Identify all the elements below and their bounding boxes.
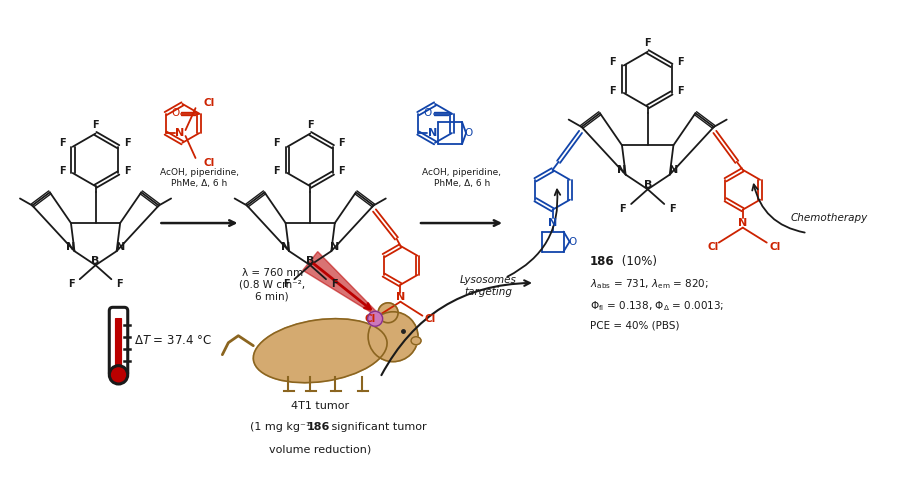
Text: F: F — [670, 204, 676, 214]
Text: Cl: Cl — [203, 158, 215, 168]
Text: N: N — [738, 218, 747, 227]
Text: N: N — [617, 165, 626, 175]
Text: F: F — [58, 138, 66, 148]
Text: Cl: Cl — [425, 313, 436, 324]
Text: significant tumor: significant tumor — [328, 423, 427, 432]
Text: F: F — [619, 204, 626, 214]
Text: F: F — [307, 120, 313, 130]
Text: B: B — [644, 180, 652, 190]
Text: N: N — [669, 165, 678, 175]
Text: 186: 186 — [306, 423, 329, 432]
Text: (1 mg kg⁻¹: (1 mg kg⁻¹ — [250, 423, 314, 432]
Text: N: N — [67, 242, 76, 252]
Text: F: F — [338, 166, 345, 176]
Circle shape — [368, 312, 418, 362]
Text: O: O — [464, 128, 473, 138]
Text: F: F — [116, 280, 122, 289]
Text: F: F — [274, 138, 280, 148]
Text: F: F — [678, 57, 684, 67]
Text: F: F — [58, 166, 66, 176]
Text: N: N — [115, 242, 125, 252]
Text: F: F — [609, 86, 617, 96]
Text: AcOH, piperidine,
PhMe, Δ, 6 h: AcOH, piperidine, PhMe, Δ, 6 h — [160, 168, 238, 187]
Text: PCE = 40% (PBS): PCE = 40% (PBS) — [590, 321, 680, 331]
Circle shape — [367, 312, 382, 326]
Text: N: N — [281, 242, 290, 252]
Text: AcOH, piperidine,
PhMe, Δ, 6 h: AcOH, piperidine, PhMe, Δ, 6 h — [422, 168, 501, 187]
Text: N: N — [428, 128, 436, 138]
Text: Chemotherapy: Chemotherapy — [791, 213, 868, 223]
Text: N: N — [548, 218, 557, 227]
Text: F: F — [284, 280, 290, 289]
Text: F: F — [124, 138, 130, 148]
FancyBboxPatch shape — [115, 318, 122, 369]
Text: F: F — [644, 38, 651, 47]
Text: Cl: Cl — [770, 242, 780, 252]
Text: λ = 760 nm
(0.8 W cm⁻²,
6 min): λ = 760 nm (0.8 W cm⁻², 6 min) — [239, 268, 305, 301]
Text: N: N — [330, 242, 339, 252]
Text: $\lambda_{\rm abs}$ = 731, $\lambda_{\rm em}$ = 820;: $\lambda_{\rm abs}$ = 731, $\lambda_{\rm… — [590, 277, 708, 291]
Text: Cl: Cl — [203, 98, 215, 108]
Text: (10%): (10%) — [617, 255, 657, 268]
Text: F: F — [68, 280, 75, 289]
Text: F: F — [92, 120, 99, 130]
FancyBboxPatch shape — [109, 307, 128, 376]
Ellipse shape — [411, 337, 421, 345]
Text: B: B — [92, 256, 100, 266]
Text: O: O — [171, 108, 179, 118]
Text: 186: 186 — [590, 255, 615, 268]
Text: F: F — [274, 166, 280, 176]
Ellipse shape — [253, 319, 387, 383]
Text: O: O — [424, 108, 432, 118]
Text: Cl: Cl — [707, 242, 718, 252]
Text: F: F — [338, 138, 345, 148]
Text: F: F — [124, 166, 130, 176]
Circle shape — [378, 303, 398, 323]
Text: volume reduction): volume reduction) — [269, 444, 372, 455]
Text: F: F — [330, 280, 338, 289]
Text: F: F — [678, 86, 684, 96]
Text: N: N — [396, 292, 405, 302]
Polygon shape — [302, 252, 376, 314]
Text: F: F — [609, 57, 617, 67]
Text: 4T1 tumor: 4T1 tumor — [291, 400, 349, 411]
Text: O: O — [569, 237, 577, 247]
Text: $\Phi_{\rm fl}$ = 0.138, $\Phi_{\Delta}$ = 0.0013;: $\Phi_{\rm fl}$ = 0.138, $\Phi_{\Delta}$… — [590, 299, 724, 313]
Text: N: N — [175, 128, 184, 138]
Text: B: B — [306, 256, 314, 266]
Text: Lysosomes
targeting: Lysosomes targeting — [460, 275, 517, 297]
Text: Cl: Cl — [364, 313, 376, 324]
Text: $\Delta T$ = 37.4 °C: $\Delta T$ = 37.4 °C — [134, 334, 212, 347]
Circle shape — [109, 366, 128, 384]
